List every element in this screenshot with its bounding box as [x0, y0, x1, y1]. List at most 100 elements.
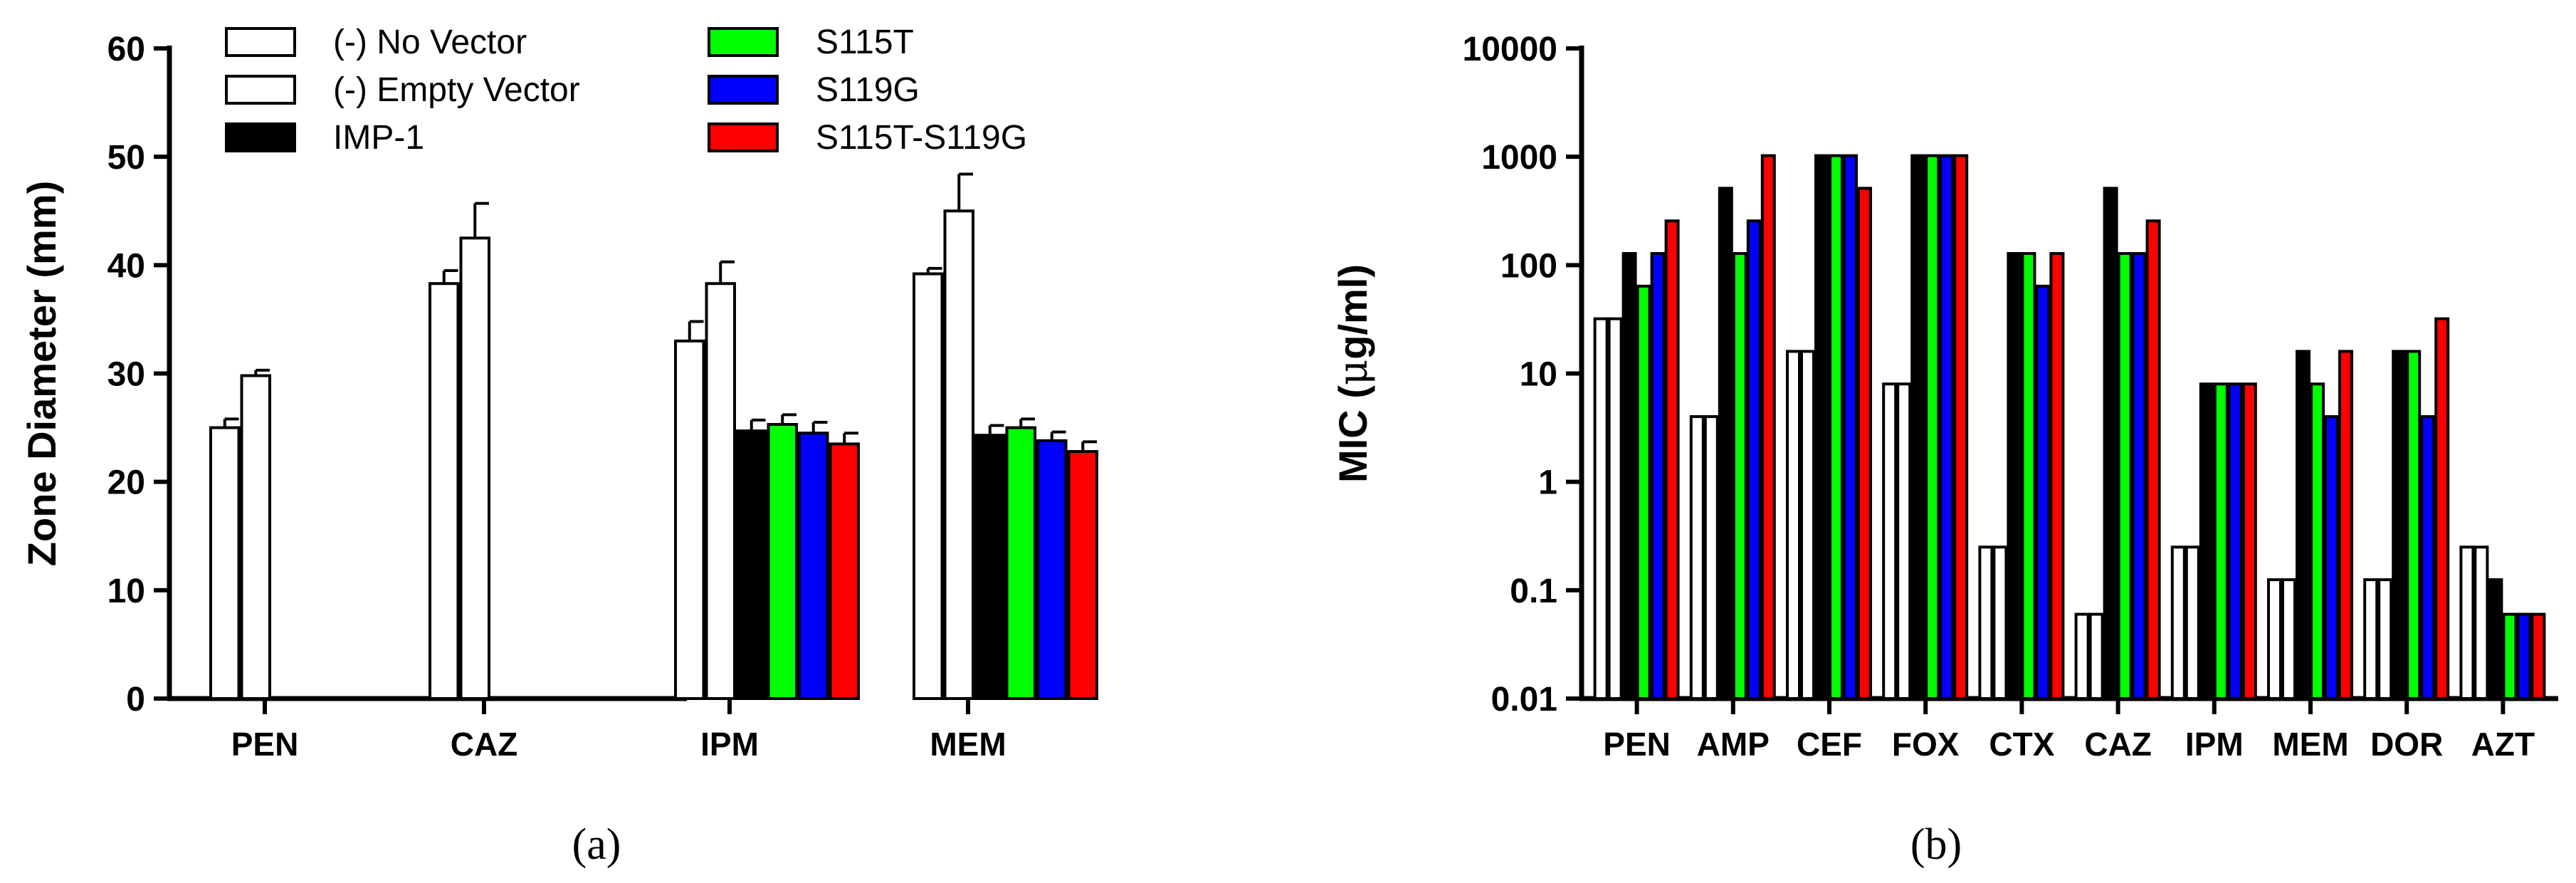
bar-ipm-series-1: [705, 282, 736, 700]
legend-swatch-2: [225, 122, 296, 152]
bar-fox-series-4: [1939, 154, 1955, 700]
y-axis-title: MIC (μg/ml): [1330, 264, 1377, 483]
legend-swatch-0: [225, 27, 296, 57]
x-tick-label: CAZ: [451, 726, 518, 763]
bar-dor-series-4: [2420, 415, 2436, 701]
bar-ctx-series-0: [1978, 545, 1994, 701]
bar-amp-series-0: [1689, 415, 1705, 701]
legend-label-1: (-) Empty Vector: [333, 71, 580, 109]
bar-ipm-series-0: [674, 339, 705, 700]
bar-ipm-series-5: [2241, 382, 2257, 700]
bar-ctx-series-4: [2035, 284, 2051, 700]
bar-azt-series-5: [2530, 612, 2546, 700]
x-tick-label: IPM: [2185, 726, 2244, 763]
bar-cef-series-4: [1843, 154, 1858, 700]
bar-ipm-series-4: [2227, 382, 2243, 700]
bar-amp-series-1: [1703, 415, 1719, 701]
y-tick-label: 60: [107, 31, 145, 68]
bar-ipm-series-3: [2213, 382, 2229, 700]
y-tick-label: 50: [107, 139, 145, 177]
bar-mem-series-0: [913, 272, 944, 700]
legend-label-2: IMP-1: [333, 119, 424, 157]
bar-pen-series-1: [240, 374, 271, 700]
bar-azt-series-3: [2502, 612, 2518, 700]
bar-caz-series-4: [2131, 252, 2147, 701]
bar-ctx-series-3: [2021, 252, 2036, 701]
y-tick-label: 30: [107, 356, 145, 394]
bar-fox-series-5: [1953, 154, 1969, 700]
y-axis-title: Zone Diameter (mm): [19, 181, 64, 566]
bar-ctx-series-5: [2049, 252, 2065, 701]
x-tick-label: AMP: [1697, 726, 1770, 763]
legend-label-3: S115T: [816, 23, 914, 61]
bar-dor-series-5: [2434, 317, 2450, 701]
bar-pen-series-1: [1607, 317, 1623, 701]
bar-ipm-series-4: [798, 432, 829, 700]
x-tick-label: CEF: [1797, 726, 1862, 763]
bar-caz-series-1: [2088, 612, 2104, 700]
y-tick-label: 10000: [1463, 31, 1557, 68]
x-tick-label: MEM: [930, 726, 1006, 763]
bar-pen-series-3: [1636, 284, 1651, 700]
bar-dor-series-1: [2377, 578, 2393, 700]
bar-caz-series-0: [2074, 612, 2090, 700]
x-tick-label: DOR: [2370, 726, 2443, 763]
bar-mem-series-1: [943, 209, 974, 700]
x-tick-label: PEN: [1603, 726, 1671, 763]
bar-cef-series-3: [1829, 154, 1844, 700]
bar-mem-series-5: [2338, 350, 2353, 700]
bar-fox-series-1: [1896, 382, 1912, 700]
bar-mem-series-2: [974, 434, 1006, 700]
bar-fox-series-0: [1882, 382, 1898, 700]
legend-label-4: S119G: [816, 71, 920, 109]
bar-caz-series-0: [429, 282, 460, 700]
bar-azt-series-0: [2459, 545, 2475, 701]
x-tick-label: CAZ: [2084, 726, 2152, 763]
bar-pen-series-2: [1621, 252, 1637, 701]
bar-ipm-series-2: [736, 429, 767, 700]
y-tick-label: 1000: [1481, 139, 1557, 177]
bar-mem-series-1: [2281, 578, 2296, 700]
y-tick-label: 1: [1538, 464, 1557, 502]
bar-pen-series-0: [1593, 317, 1609, 701]
bar-dor-series-3: [2406, 350, 2422, 700]
bar-fox-series-2: [1910, 154, 1926, 700]
bar-azt-series-2: [2488, 578, 2503, 700]
legend-swatch-5: [708, 122, 779, 152]
x-tick-label: PEN: [231, 726, 299, 763]
bar-caz-series-3: [2117, 252, 2133, 701]
bar-mem-series-3: [1005, 426, 1036, 700]
panel-label-b: (b): [1910, 820, 1962, 869]
bar-cef-series-0: [1786, 350, 1801, 700]
bar-cef-series-1: [1800, 350, 1815, 700]
bar-ipm-series-5: [829, 442, 860, 700]
bar-mem-series-4: [2324, 415, 2339, 701]
bar-mem-series-0: [2267, 578, 2282, 700]
bar-cef-series-5: [1857, 187, 1872, 701]
bar-ipm-series-0: [2170, 545, 2186, 701]
bar-caz-series-1: [459, 236, 490, 700]
y-axis-title-mu: μ: [1330, 360, 1377, 385]
bar-azt-series-1: [2474, 545, 2489, 701]
bar-mem-series-2: [2296, 350, 2310, 700]
bar-ipm-series-3: [767, 423, 798, 700]
x-tick-label: MEM: [2272, 726, 2348, 763]
bar-cef-series-2: [1814, 154, 1829, 700]
y-tick-label: 0.01: [1491, 681, 1557, 719]
bar-mem-series-3: [2310, 382, 2325, 700]
y-tick-label: 40: [107, 247, 145, 285]
bar-amp-series-4: [1746, 219, 1762, 700]
y-tick-label: 0: [126, 681, 145, 719]
bar-ipm-series-2: [2199, 382, 2214, 700]
legend-swatch-3: [708, 27, 779, 57]
bar-pen-series-5: [1664, 219, 1680, 700]
legend-label-0: (-) No Vector: [333, 23, 527, 61]
legend-swatch-1: [225, 75, 296, 105]
y-tick-label: 0.1: [1510, 573, 1557, 610]
x-tick-label: FOX: [1892, 726, 1960, 763]
bar-caz-series-2: [2103, 187, 2118, 701]
legend-label-5: S115T-S119G: [816, 119, 1027, 157]
bar-pen-series-0: [209, 426, 241, 700]
bar-fox-series-3: [1925, 154, 1940, 700]
